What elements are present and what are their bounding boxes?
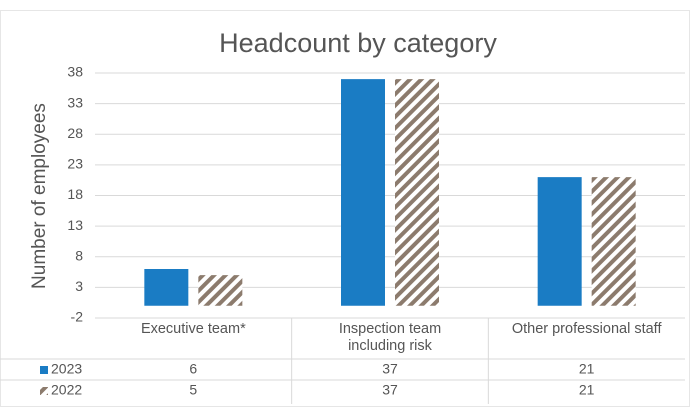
bar [144, 269, 189, 306]
table-value: 21 [579, 382, 595, 398]
table-value: 21 [579, 361, 595, 377]
bar [341, 79, 385, 306]
table-value: 37 [382, 382, 398, 398]
y-tick-label: 8 [75, 247, 83, 263]
legend-swatch [40, 387, 48, 395]
x-tick-label: Other professional staff [511, 321, 662, 337]
y-tick-label: 23 [67, 156, 83, 172]
x-tick-label: Executive team* [140, 321, 246, 337]
table-value: 37 [382, 361, 398, 377]
y-axis-label: Number of employees [29, 103, 50, 289]
legend-swatch [40, 366, 48, 374]
y-tick-label: 18 [67, 186, 83, 202]
bar [395, 79, 439, 306]
y-tick-label: 13 [67, 217, 83, 233]
chart-title: Headcount by category [219, 28, 497, 58]
y-tick-label: 3 [75, 278, 83, 294]
table-value: 6 [189, 361, 197, 377]
bar [537, 177, 582, 306]
y-tick-label: 28 [67, 125, 83, 141]
table-value: 5 [189, 382, 197, 398]
x-tick-label: Inspection team including risk [338, 321, 442, 354]
legend-label: 2022 [51, 382, 82, 398]
y-tick-label: -2 [71, 309, 84, 325]
bar [198, 275, 243, 306]
y-tick-label: 33 [67, 94, 83, 110]
bar [591, 177, 636, 306]
legend-label: 2023 [51, 361, 82, 377]
y-tick-label: 38 [67, 64, 83, 80]
